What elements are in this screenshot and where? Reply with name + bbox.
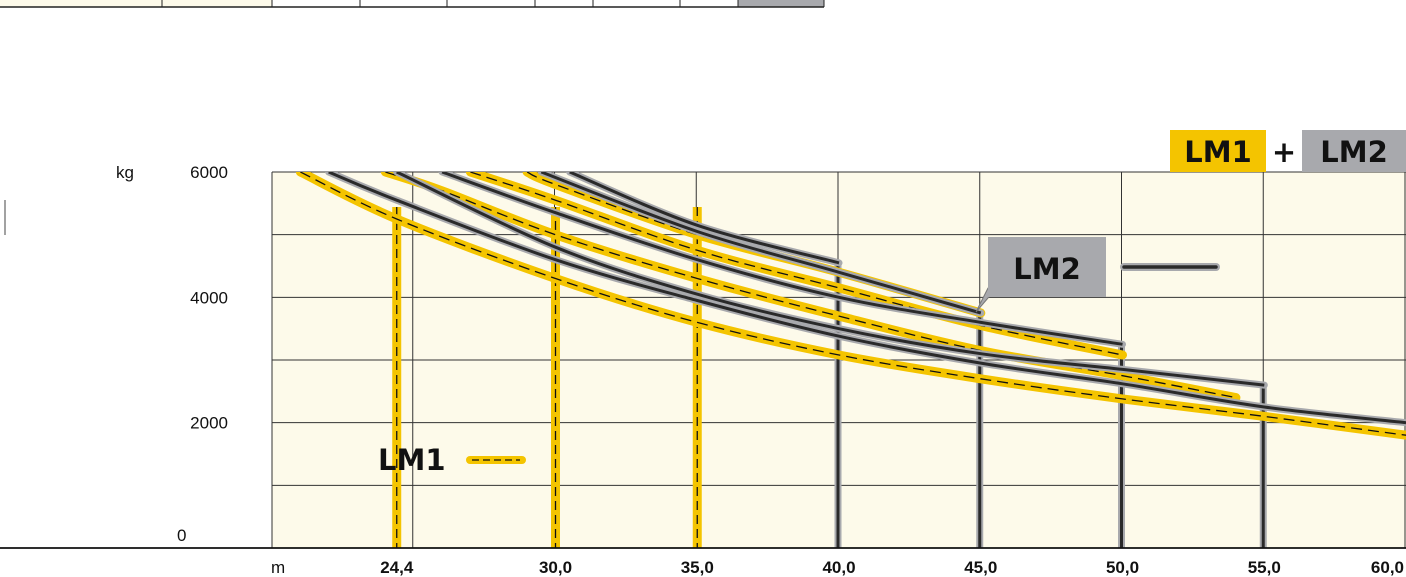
lm1-header-badge [1170, 130, 1266, 172]
lm2-legend-text: LM2 [1013, 252, 1081, 286]
lm2-curve-40-0-core [569, 172, 840, 265]
lm1-curve-30-0-dash [385, 172, 1237, 399]
lm1-header-text: LM1 [1184, 135, 1252, 169]
lm2-header-text: LM2 [1320, 135, 1388, 169]
y-tick-label: 4000 [190, 288, 228, 307]
lm2-curve-55-0-core [396, 172, 1265, 387]
y-tick-label: 2000 [190, 414, 228, 433]
x-unit-label: m [271, 558, 285, 577]
lm1-curve-24-4-dash [300, 172, 1406, 436]
x-tick-label: 24,4 [380, 558, 414, 577]
lm1-curve-35-0-dash [470, 172, 1123, 356]
lm1-legend-text: LM1 [378, 443, 446, 477]
x-tick-label: 35,0 [681, 558, 714, 577]
y-unit-label: kg [116, 163, 134, 182]
x-tick-label: 45,0 [964, 558, 997, 577]
load-curves [295, 172, 1406, 440]
legend-lm2: LM2 [975, 237, 1220, 313]
y-tick-label: 6000 [190, 163, 228, 182]
top-table-strip [0, 0, 825, 235]
lm2-legend-badge [988, 237, 1106, 297]
x-ticks: 24,4 30,0 35,0 40,0 45,0 50,0 55,0 60,0 [380, 558, 1404, 577]
x-tick-label: 60,0 [1371, 558, 1404, 577]
x-tick-label: 40,0 [822, 558, 855, 577]
x-tick-label: 55,0 [1248, 558, 1281, 577]
x-tick-label: 30,0 [539, 558, 572, 577]
legend-lm1: LM1 [378, 443, 526, 477]
lm2-curve-60-0-core [328, 172, 1406, 425]
lm2-header-badge [1302, 130, 1406, 172]
legend-header: LM1 + LM2 [1170, 130, 1406, 172]
plus-sign: + [1272, 135, 1296, 169]
y-tick-label: 0 [177, 526, 186, 545]
lm2-curve-50-0-core [441, 172, 1123, 346]
lm2-curve-45-0-core [540, 172, 982, 315]
x-tick-label: 50,0 [1106, 558, 1139, 577]
y-ticks: 0 2000 4000 6000 [177, 163, 228, 545]
